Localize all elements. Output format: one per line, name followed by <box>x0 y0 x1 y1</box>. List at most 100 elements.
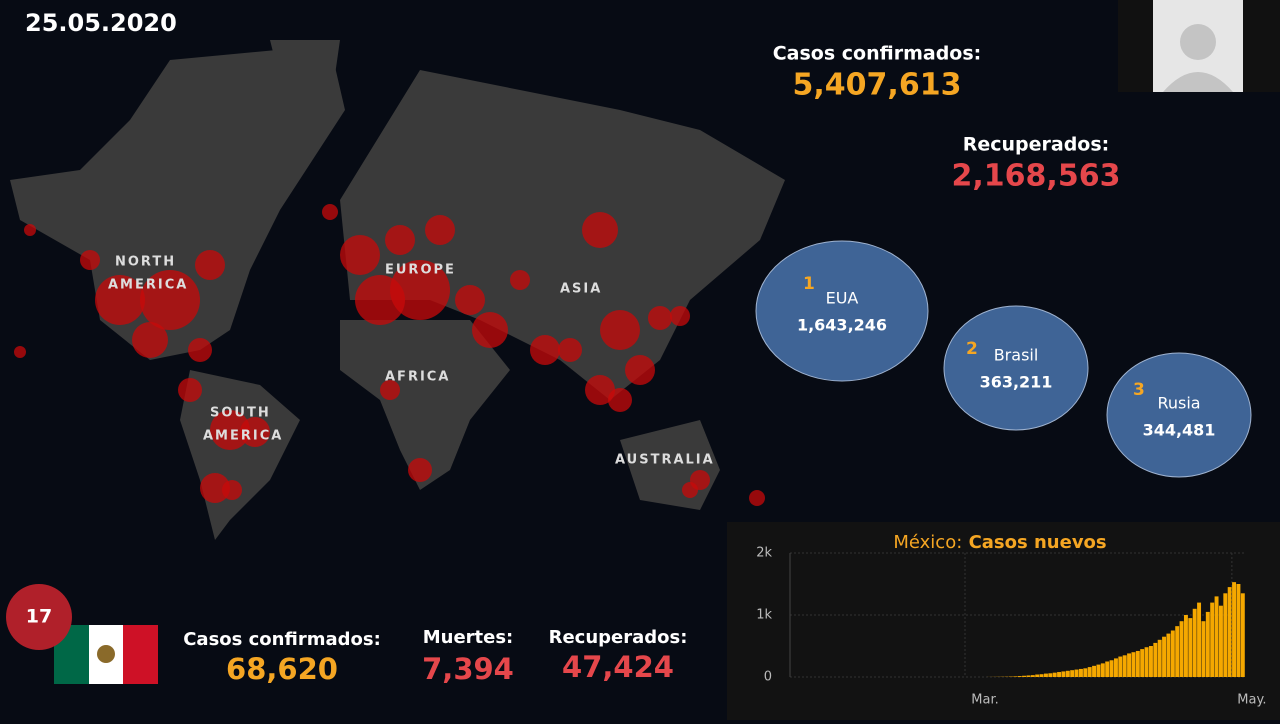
country-rank: 3 <box>1133 380 1145 400</box>
mexico-recovered-label: Recuperados: <box>549 627 688 648</box>
y-tick-label: 1k <box>756 608 772 623</box>
outbreak-dot <box>455 285 485 315</box>
map-label: SOUTH <box>210 406 271 421</box>
bar <box>1110 660 1114 677</box>
bar <box>1083 668 1087 677</box>
bar <box>1035 675 1039 677</box>
map-label: AMERICA <box>108 278 188 293</box>
mexico-recovered: 47,424 <box>562 650 674 684</box>
outbreak-dot <box>510 270 530 290</box>
outbreak-dot <box>682 482 698 498</box>
bar <box>1210 603 1214 677</box>
mexico-deaths: 7,394 <box>422 652 514 686</box>
bar <box>1044 674 1048 677</box>
country-cases: 1,643,246 <box>797 316 887 335</box>
map-label: EUROPE <box>385 263 456 278</box>
bar <box>1057 672 1061 677</box>
bar <box>1158 640 1162 677</box>
outbreak-dot <box>80 250 100 270</box>
bar <box>1171 631 1175 678</box>
outbreak-dot <box>178 378 202 402</box>
bar <box>1088 667 1092 677</box>
bar <box>1070 670 1074 677</box>
outbreak-dot <box>425 215 455 245</box>
country-rank: 1 <box>803 274 815 294</box>
outbreak-dot <box>222 480 242 500</box>
bar <box>1140 649 1144 677</box>
global-confirmed: 5,407,613 <box>793 68 962 103</box>
bar <box>1166 634 1170 677</box>
bar <box>1101 663 1105 677</box>
avatar-head <box>1180 24 1216 60</box>
bar <box>1022 676 1026 677</box>
global-recovered: 2,168,563 <box>952 159 1121 194</box>
x-tick-label: Mar. <box>971 693 998 708</box>
outbreak-dot <box>608 388 632 412</box>
country-bubble <box>1107 353 1251 477</box>
bar <box>1092 666 1096 677</box>
bar <box>1162 637 1166 677</box>
outbreak-dot <box>582 212 618 248</box>
bar <box>1040 674 1044 677</box>
bar <box>1197 603 1201 677</box>
bar <box>1236 584 1240 677</box>
outbreak-dot <box>132 322 168 358</box>
country-name: Brasil <box>994 346 1039 365</box>
mexico-rank: 17 <box>26 606 52 628</box>
country-cases: 363,211 <box>980 373 1053 392</box>
outbreak-dot <box>625 355 655 385</box>
country-name: Rusia <box>1157 394 1200 413</box>
bar <box>1075 670 1079 677</box>
bar <box>1118 657 1122 677</box>
chart-title-prefix: México: <box>893 532 962 553</box>
outbreak-dot <box>472 312 508 348</box>
country-rank: 2 <box>966 339 978 359</box>
bar <box>1180 621 1184 677</box>
bar <box>1223 593 1227 677</box>
outbreak-dot <box>600 310 640 350</box>
map-label: AMERICA <box>203 429 283 444</box>
outbreak-dot <box>195 250 225 280</box>
bar <box>1136 651 1140 677</box>
bar <box>1241 593 1245 677</box>
bar <box>1127 653 1131 677</box>
bar <box>1145 647 1149 677</box>
bar <box>1105 662 1109 678</box>
date: 25.05.2020 <box>25 9 177 37</box>
outbreak-dot <box>322 204 338 220</box>
outbreak-dot <box>340 235 380 275</box>
bar <box>1079 669 1083 677</box>
bar <box>1031 675 1035 677</box>
outbreak-dot <box>385 225 415 255</box>
outbreak-dot <box>648 306 672 330</box>
country-cases: 344,481 <box>1143 421 1216 440</box>
map-label: ASIA <box>560 282 602 297</box>
bar <box>1053 673 1057 677</box>
map-label: AUSTRALIA <box>615 453 715 468</box>
mexico-deaths-label: Muertes: <box>423 627 514 648</box>
bar <box>1026 675 1030 677</box>
outbreak-dot <box>24 224 36 236</box>
global-recovered-label: Recuperados: <box>963 134 1110 156</box>
bar <box>1232 582 1236 677</box>
outbreak-dot <box>670 306 690 326</box>
bar <box>1153 643 1157 677</box>
bar <box>1013 676 1017 677</box>
outbreak-dot <box>558 338 582 362</box>
country-bubble <box>756 241 928 381</box>
chart-title-main: Casos nuevos <box>969 532 1107 553</box>
bar <box>1061 671 1065 677</box>
map-label: AFRICA <box>385 370 450 385</box>
bar <box>1215 596 1219 677</box>
chart-title: México: Casos nuevos <box>893 532 1106 553</box>
bar <box>1193 609 1197 677</box>
bar <box>1096 665 1100 677</box>
bar <box>1188 618 1192 677</box>
outbreak-dot <box>530 335 560 365</box>
bar <box>1201 621 1205 677</box>
bar <box>1219 606 1223 677</box>
mexico-confirmed: 68,620 <box>226 652 338 686</box>
bar <box>1131 652 1135 677</box>
